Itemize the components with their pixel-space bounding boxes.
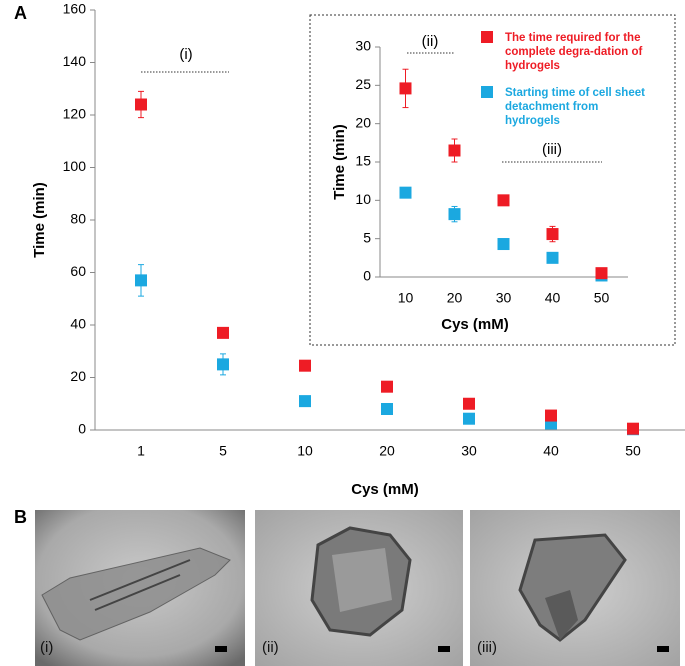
panel-label: B xyxy=(14,507,27,527)
marker xyxy=(135,274,147,287)
y-tick-label: 10 xyxy=(355,191,371,207)
y-tick-label: 5 xyxy=(363,229,371,245)
annotation: (i) xyxy=(179,46,192,63)
x-axis-title: Cys (mM) xyxy=(351,481,419,498)
x-tick-label: 20 xyxy=(379,443,395,459)
y-tick-label: 60 xyxy=(70,263,86,279)
y-tick-label: 120 xyxy=(63,106,87,122)
marker xyxy=(497,194,510,207)
y-tick-label: 160 xyxy=(63,1,87,17)
marker xyxy=(627,422,639,435)
legend-label: Starting time of cell sheet detachment f… xyxy=(505,87,645,127)
x-tick-label: 40 xyxy=(543,443,559,459)
x-tick-label: 10 xyxy=(398,290,414,306)
micrograph xyxy=(255,510,463,666)
micrograph-label: (iii) xyxy=(477,639,497,656)
y-tick-label: 140 xyxy=(63,53,87,69)
marker xyxy=(299,359,311,372)
x-tick-label: 20 xyxy=(447,290,463,306)
micrograph-label: (i) xyxy=(40,639,53,656)
marker xyxy=(463,397,475,410)
micrograph xyxy=(35,510,245,666)
marker xyxy=(448,208,461,221)
marker xyxy=(299,395,311,408)
y-tick-label: 0 xyxy=(78,421,86,437)
marker xyxy=(595,267,608,280)
y-tick-label: 100 xyxy=(63,158,87,174)
micrograph-label: (ii) xyxy=(262,639,279,656)
x-tick-label: 30 xyxy=(496,290,512,306)
marker xyxy=(546,251,559,264)
marker xyxy=(381,380,393,393)
annotation: (iii) xyxy=(542,141,562,158)
marker xyxy=(381,403,393,415)
marker xyxy=(546,228,559,241)
y-tick-label: 20 xyxy=(355,114,371,130)
marker xyxy=(217,358,229,371)
y-tick-label: 30 xyxy=(355,38,371,54)
legend-label: The time required for the complete degra… xyxy=(505,32,643,72)
y-tick-label: 20 xyxy=(70,368,86,384)
x-tick-label: 5 xyxy=(219,443,227,459)
micrograph xyxy=(470,510,680,666)
y-axis-title: Time (min) xyxy=(331,124,348,200)
marker xyxy=(497,238,510,251)
x-tick-label: 30 xyxy=(461,443,477,459)
inset-frame xyxy=(309,14,676,346)
y-tick-label: 80 xyxy=(70,211,86,227)
x-tick-label: 50 xyxy=(625,443,641,459)
x-tick-label: 1 xyxy=(137,443,145,459)
y-tick-label: 25 xyxy=(355,76,371,92)
marker xyxy=(135,98,147,111)
x-tick-label: 40 xyxy=(545,290,561,306)
marker xyxy=(217,326,229,339)
y-tick-label: 40 xyxy=(70,316,86,332)
panel-label: A xyxy=(14,3,27,23)
marker xyxy=(463,412,475,425)
marker xyxy=(399,186,412,199)
y-tick-label: 15 xyxy=(355,153,371,169)
y-axis-title: Time (min) xyxy=(31,182,48,258)
marker xyxy=(399,82,412,95)
legend-swatch xyxy=(481,86,493,98)
x-axis-title: Cys (mM) xyxy=(441,316,509,333)
x-tick-label: 10 xyxy=(297,443,313,459)
legend-swatch xyxy=(481,31,493,43)
annotation: (ii) xyxy=(422,33,439,50)
y-tick-label: 0 xyxy=(363,268,371,284)
marker xyxy=(448,144,461,157)
x-tick-label: 50 xyxy=(594,290,610,306)
marker xyxy=(545,409,557,422)
